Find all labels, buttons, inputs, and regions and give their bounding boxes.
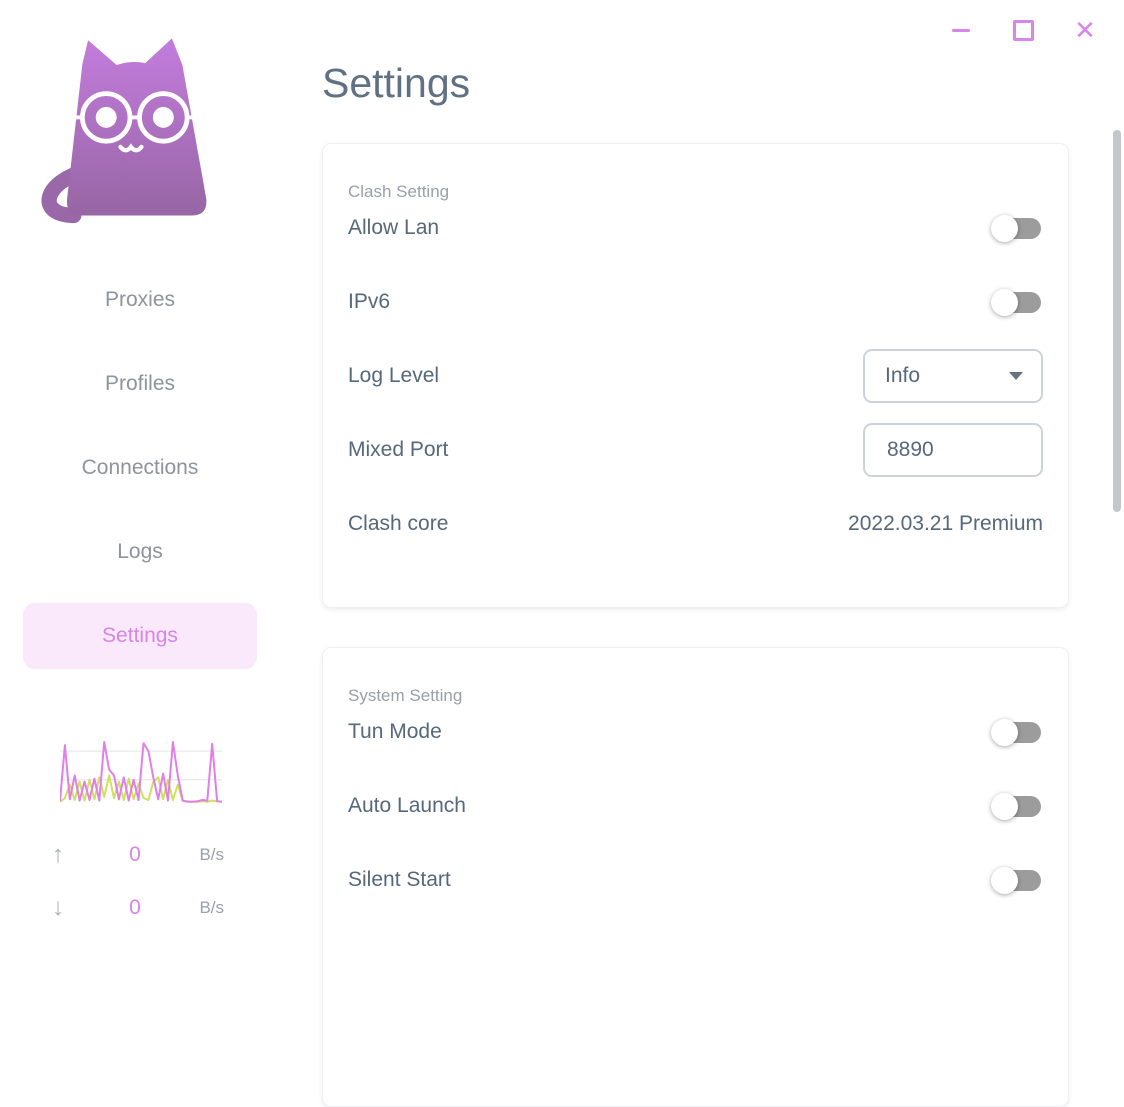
chevron-down-icon (1009, 372, 1023, 380)
sidebar: Proxies Profiles Connections Logs Settin… (0, 0, 280, 937)
allow-lan-toggle[interactable] (991, 214, 1043, 242)
mixed-port-row: Mixed Port (348, 413, 1043, 487)
ipv6-toggle[interactable] (991, 288, 1043, 316)
download-arrow-icon: ↓ (52, 894, 64, 921)
close-button[interactable]: ✕ (1074, 15, 1096, 45)
minimize-icon (952, 28, 970, 32)
clash-setting-card: Clash Setting Allow Lan IPv6 Log Level I… (322, 143, 1069, 608)
auto-launch-row: Auto Launch (348, 769, 1043, 843)
ipv6-row: IPv6 (348, 265, 1043, 339)
log-level-select[interactable]: Info (863, 349, 1043, 403)
upload-speed-unit: B/s (199, 845, 224, 864)
page-title: Settings (322, 60, 471, 106)
upload-speed-row: ↑ 0 B/s (52, 840, 224, 870)
vertical-scrollbar-thumb[interactable] (1113, 130, 1121, 512)
toggle-thumb (991, 214, 1018, 242)
download-speed-unit: B/s (199, 898, 224, 917)
tun-mode-row: Tun Mode (348, 695, 1043, 769)
minimize-button[interactable] (950, 19, 972, 41)
tun-mode-toggle[interactable] (991, 718, 1043, 746)
sidebar-nav: Proxies Profiles Connections Logs Settin… (0, 267, 280, 687)
silent-start-toggle[interactable] (991, 866, 1043, 894)
silent-start-label: Silent Start (348, 868, 451, 891)
upload-arrow-icon: ↑ (52, 841, 64, 868)
log-level-label: Log Level (348, 364, 440, 387)
system-setting-card-title: System Setting (348, 686, 463, 705)
clash-cat-logo (30, 26, 230, 224)
log-level-row: Log Level Info (348, 339, 1043, 413)
maximize-icon (1012, 19, 1034, 41)
download-speed-value: 0 (129, 896, 141, 919)
system-setting-card: System Setting Tun Mode Auto Launch Sile… (322, 647, 1069, 1107)
toggle-thumb (991, 288, 1018, 316)
auto-launch-toggle[interactable] (991, 792, 1043, 820)
log-level-selected-value: Info (885, 364, 921, 387)
upload-speed-value: 0 (129, 843, 141, 866)
toggle-thumb (991, 718, 1018, 746)
sidebar-item-proxies[interactable]: Proxies (104, 288, 176, 311)
close-icon: ✕ (1074, 15, 1096, 45)
sidebar-item-logs[interactable]: Logs (117, 540, 163, 563)
auto-launch-label: Auto Launch (348, 794, 466, 817)
maximize-button[interactable] (1012, 19, 1034, 41)
traffic-chart (59, 738, 223, 805)
download-speed-row: ↓ 0 B/s (52, 893, 224, 923)
ipv6-label: IPv6 (348, 290, 391, 313)
cat-logo-svg (41, 38, 207, 224)
clash-core-row: Clash core 2022.03.21 Premium (348, 487, 1043, 561)
sidebar-item-profiles[interactable]: Profiles (104, 372, 176, 395)
clash-setting-card-title: Clash Setting (348, 182, 450, 201)
clash-core-label: Clash core (348, 512, 449, 535)
allow-lan-row: Allow Lan (348, 191, 1043, 265)
sidebar-item-connections[interactable]: Connections (81, 456, 199, 479)
mixed-port-label: Mixed Port (348, 438, 449, 461)
toggle-thumb (991, 866, 1018, 894)
traffic-chart-svg (59, 741, 223, 803)
window-controls: ✕ (950, 14, 1096, 46)
clash-core-version: 2022.03.21 Premium (848, 512, 1043, 535)
silent-start-row: Silent Start (348, 843, 1043, 917)
allow-lan-label: Allow Lan (348, 216, 440, 239)
toggle-thumb (991, 792, 1018, 820)
mixed-port-input[interactable] (863, 423, 1043, 477)
sidebar-item-settings[interactable]: Settings (23, 603, 257, 669)
tun-mode-label: Tun Mode (348, 720, 442, 743)
